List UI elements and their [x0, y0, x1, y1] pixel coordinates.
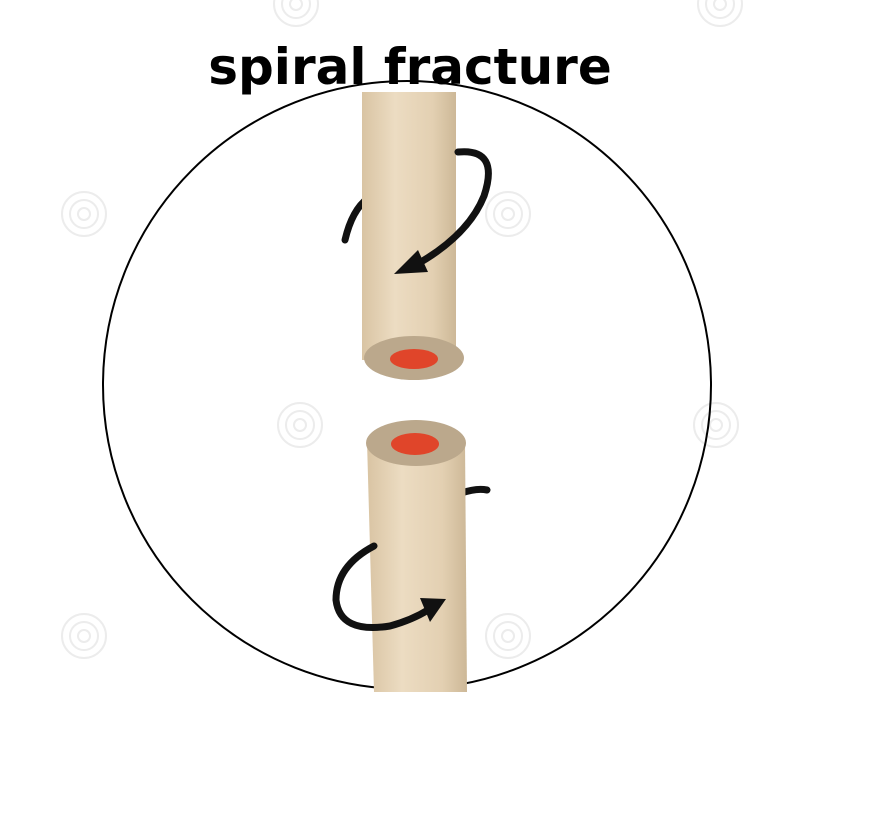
page-title: spiral fracture — [208, 38, 612, 96]
lower-bone-marrow — [391, 433, 439, 455]
spiral-watermark-icon — [273, 0, 319, 27]
curved-arrow-clockwise-icon — [420, 598, 446, 622]
lower-rotation-arrow — [332, 542, 432, 631]
spiral-watermark-icon — [61, 613, 107, 659]
spiral-watermark-icon — [693, 402, 739, 448]
curved-arrow-counterclockwise-icon — [394, 250, 428, 274]
spiral-watermark-icon — [697, 0, 743, 27]
upper-bone-fragment — [341, 92, 492, 380]
spiral-watermark-icon — [485, 613, 531, 659]
spiral-watermark-icon — [485, 191, 531, 237]
spiral-watermark-icon — [277, 402, 323, 448]
upper-bone-marrow — [390, 349, 438, 369]
upper-rotation-arrow — [410, 148, 492, 270]
upper-bone-shaft — [362, 92, 456, 360]
watermark-group — [61, 0, 743, 659]
lower-bone-shaft — [367, 441, 467, 692]
spiral-watermark-icon — [61, 191, 107, 237]
lower-arrow-back-segment — [458, 485, 491, 497]
lower-bone-fragment — [332, 420, 491, 692]
